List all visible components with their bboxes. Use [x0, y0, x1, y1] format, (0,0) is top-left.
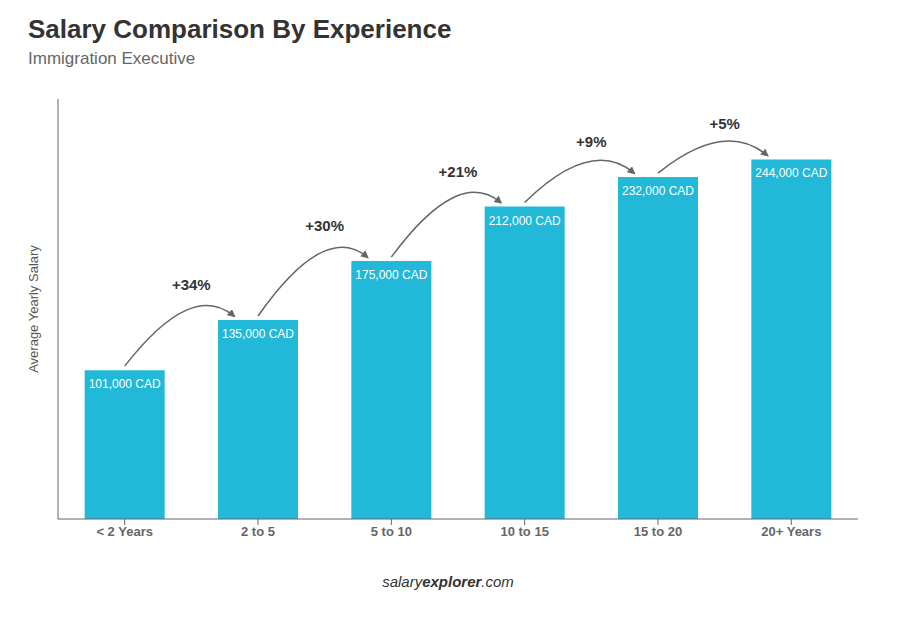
svg-text:232,000 CAD: 232,000 CAD	[622, 184, 694, 198]
svg-text:15 to 20: 15 to 20	[634, 524, 682, 539]
svg-text:Average Yearly Salary: Average Yearly Salary	[26, 245, 41, 373]
html-text:Immigration Executive: Immigration Executive	[28, 49, 196, 68]
svg-text:20+ Years: 20+ Years	[761, 524, 821, 539]
svg-text:244,000 CAD: 244,000 CAD	[755, 166, 827, 180]
svg-text:+21%: +21%	[439, 163, 478, 180]
html-text:Salary Comparison By Experienc: Salary Comparison By Experience	[28, 14, 452, 44]
html-text:salary explorer.com: salary explorer.com	[382, 573, 514, 590]
svg-text:135,000 CAD: 135,000 CAD	[222, 327, 294, 341]
svg-text:101,000 CAD: 101,000 CAD	[89, 377, 161, 391]
svg-text:+5%: +5%	[709, 115, 739, 132]
svg-text:10 to 15: 10 to 15	[500, 524, 548, 539]
svg-text:175,000 CAD: 175,000 CAD	[355, 268, 427, 282]
svg-text:2 to 5: 2 to 5	[241, 524, 275, 539]
svg-text:< 2 Years: < 2 Years	[96, 524, 153, 539]
svg-text:+34%: +34%	[172, 276, 211, 293]
svg-text:+9%: +9%	[576, 133, 606, 150]
svg-text:5 to 10: 5 to 10	[371, 524, 412, 539]
svg-text:+30%: +30%	[305, 217, 344, 234]
svg-text:212,000 CAD: 212,000 CAD	[489, 214, 561, 228]
